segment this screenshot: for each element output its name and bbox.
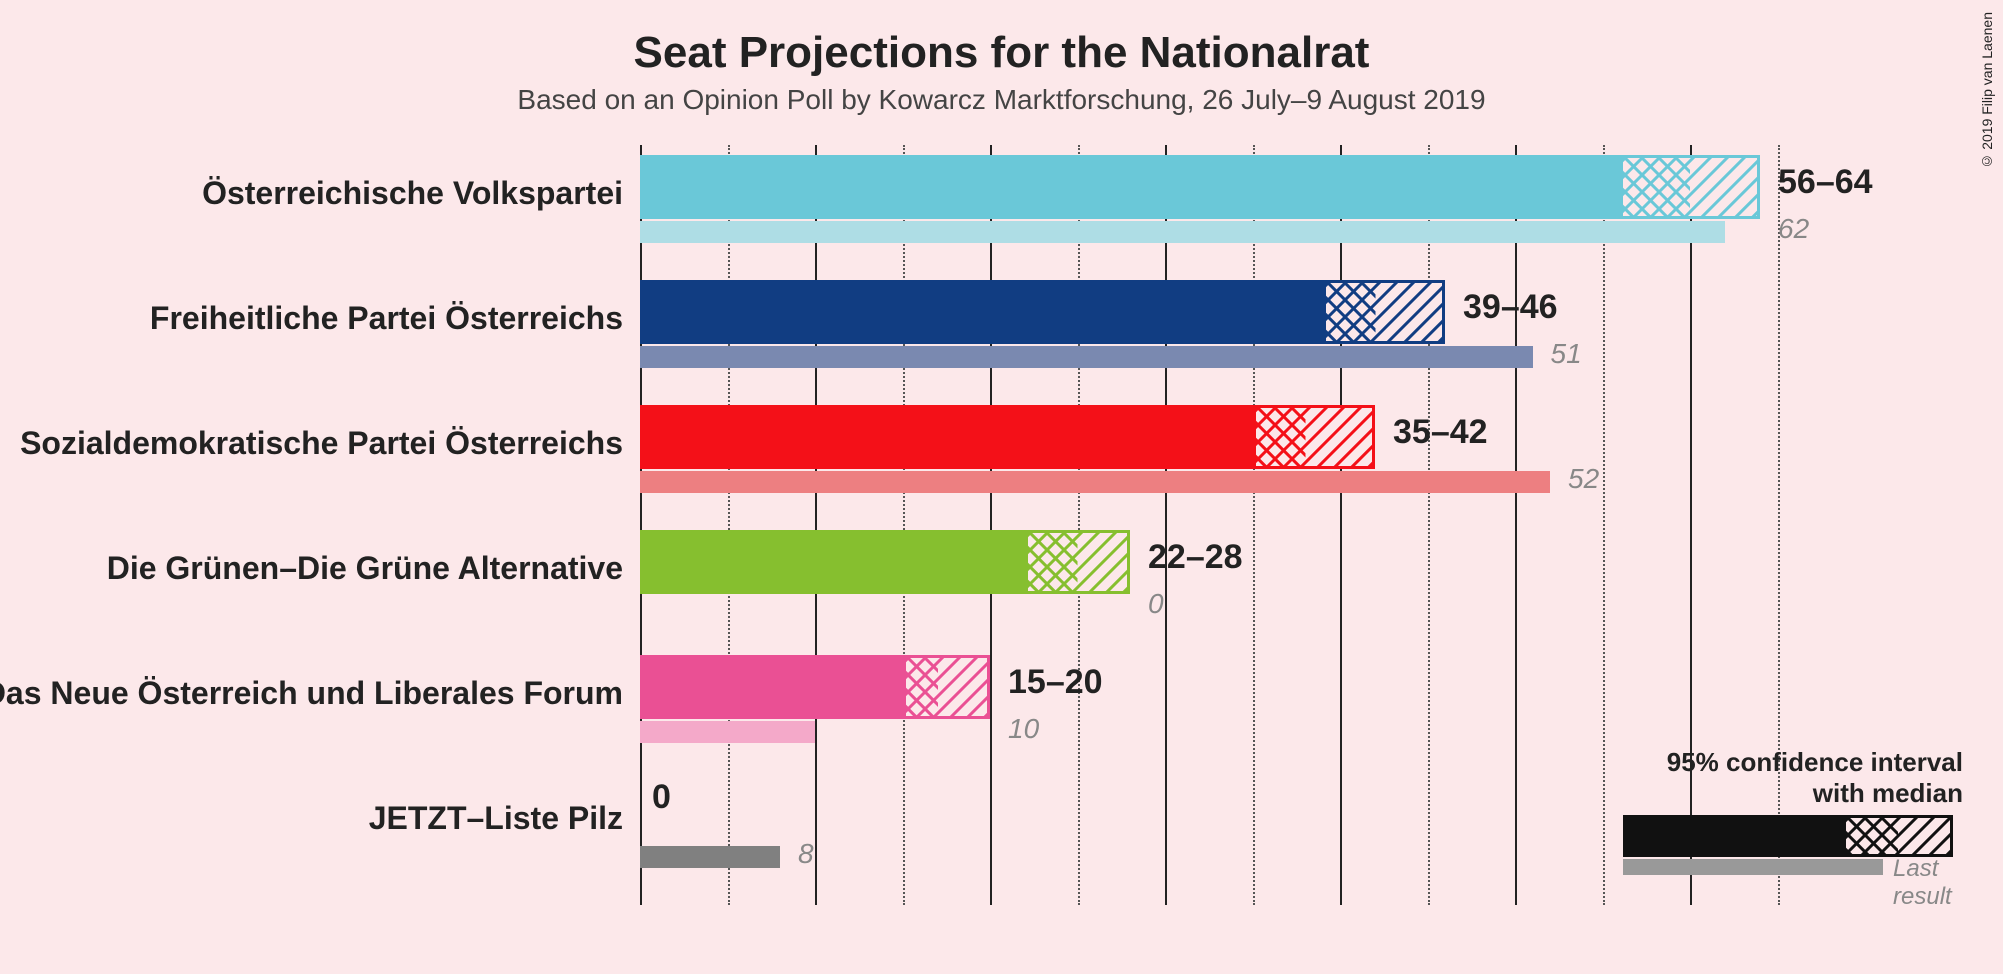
party-label: Sozialdemokratische Partei Österreichs [20,425,623,462]
party-label: Die Grünen–Die Grüne Alternative [107,550,623,587]
party-label: NEOS–Das Neue Österreich und Liberales F… [0,675,623,712]
range-label: 35–42 [1393,413,1488,452]
bar-solid [640,405,1253,469]
bar-ci [1025,530,1130,594]
range-label: 15–20 [1008,663,1103,702]
bar-solid [640,655,903,719]
bar-last [640,846,780,868]
legend-last-label: Last result [1893,855,1963,911]
range-label: 56–64 [1778,163,1873,202]
bar-ci-hatch [906,658,988,716]
bar-solid [640,280,1323,344]
party-label: JETZT–Liste Pilz [369,800,623,837]
bar-ci [1323,280,1446,344]
legend-ci-bar [1843,815,1953,857]
bar-ci-hatch [1028,533,1127,591]
range-label: 0 [652,778,671,817]
range-label: 22–28 [1148,538,1243,577]
bar-last [640,221,1725,243]
bar-ci-hatch [1623,158,1757,216]
party-row: Sozialdemokratische Partei Österreichs 35… [0,395,2003,520]
bar-last [640,346,1533,368]
bar-ci [903,655,991,719]
last-label: 62 [1778,213,1809,245]
legend: 95% confidence interval with median [1623,747,1963,885]
bar-last [640,721,815,743]
chart-subtitle: Based on an Opinion Poll by Kowarcz Mark… [0,78,2003,116]
bar-ci-hatch [1256,408,1373,466]
legend-ci-label-1: 95% confidence interval [1667,747,1963,777]
party-row: Die Grünen–Die Grüne Alternative 22–28 0 [0,520,2003,645]
bar-ci [1620,155,1760,219]
legend-ci-label-2: with median [1813,778,1963,808]
last-label: 10 [1008,713,1039,745]
last-label: 8 [798,838,814,870]
legend-hatch [1846,818,1950,854]
party-row: Freiheitliche Partei Österreichs 39–46 51 [0,270,2003,395]
party-row: Österreichische Volkspartei 56–64 62 [0,145,2003,270]
chart-title: Seat Projections for the Nationalrat [0,0,2003,78]
bar-ci [1253,405,1376,469]
party-label: Österreichische Volkspartei [202,175,623,212]
last-label: 51 [1551,338,1582,370]
bar-last [640,471,1550,493]
bar-solid [640,530,1025,594]
last-label: 0 [1148,588,1164,620]
bar-solid [640,155,1620,219]
range-label: 39–46 [1463,288,1558,327]
party-label: Freiheitliche Partei Österreichs [150,300,623,337]
legend-last-bar [1623,859,1883,875]
legend-main-bar [1623,815,1843,857]
chart-area: Österreichische Volkspartei 56–64 62 Freihe… [0,145,2003,945]
bar-ci-hatch [1326,283,1443,341]
last-label: 52 [1568,463,1599,495]
